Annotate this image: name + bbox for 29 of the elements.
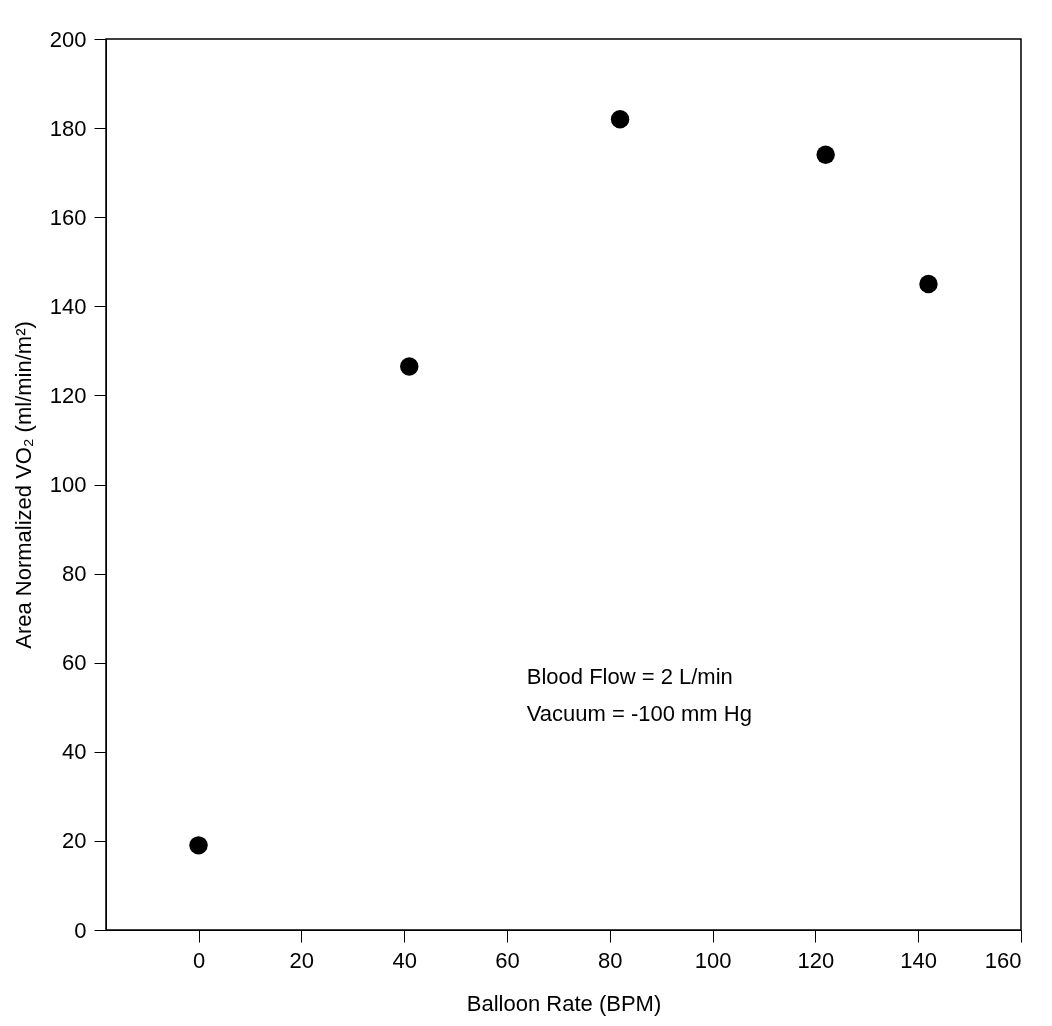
point xyxy=(816,145,835,165)
point xyxy=(189,836,208,855)
y-axis-title: Area Normalized VO₂ (ml/min/m²) xyxy=(10,321,36,649)
y-tick-label: 140 xyxy=(49,293,87,319)
point xyxy=(919,274,938,294)
y-tick-label: 100 xyxy=(49,472,87,497)
x-tick-label: 40 xyxy=(392,947,417,973)
x-tick-label: 100 xyxy=(694,947,732,973)
annotation: Blood Flow = 2 L/min xyxy=(526,663,733,689)
y-tick-label: 180 xyxy=(49,115,87,141)
x-tick-label: 0 xyxy=(192,947,206,973)
x-tick-label: 80 xyxy=(598,947,623,973)
x-tick-label: 20 xyxy=(289,947,315,973)
annotation: Vacuum = -100 mm Hg xyxy=(526,700,752,726)
x-axis-title: Balloon Rate (BPM) xyxy=(466,990,662,1016)
y-tick-label: 60 xyxy=(62,650,87,676)
x-tick-label: 120 xyxy=(797,947,835,973)
y-tick-label: 80 xyxy=(62,561,87,587)
x-tick-label: 160 xyxy=(984,947,1022,973)
y-tick-label: 120 xyxy=(49,382,87,408)
point xyxy=(400,357,419,376)
y-tick-label: 20 xyxy=(62,828,87,854)
x-tick-label: 60 xyxy=(495,947,520,973)
x-tick-label: 140 xyxy=(900,947,938,973)
y-tick-label: 40 xyxy=(62,739,87,765)
y-tick-label: 160 xyxy=(49,204,87,230)
y-tick-label: 0 xyxy=(74,917,87,943)
point xyxy=(610,109,630,129)
y-tick-label: 200 xyxy=(49,26,87,52)
